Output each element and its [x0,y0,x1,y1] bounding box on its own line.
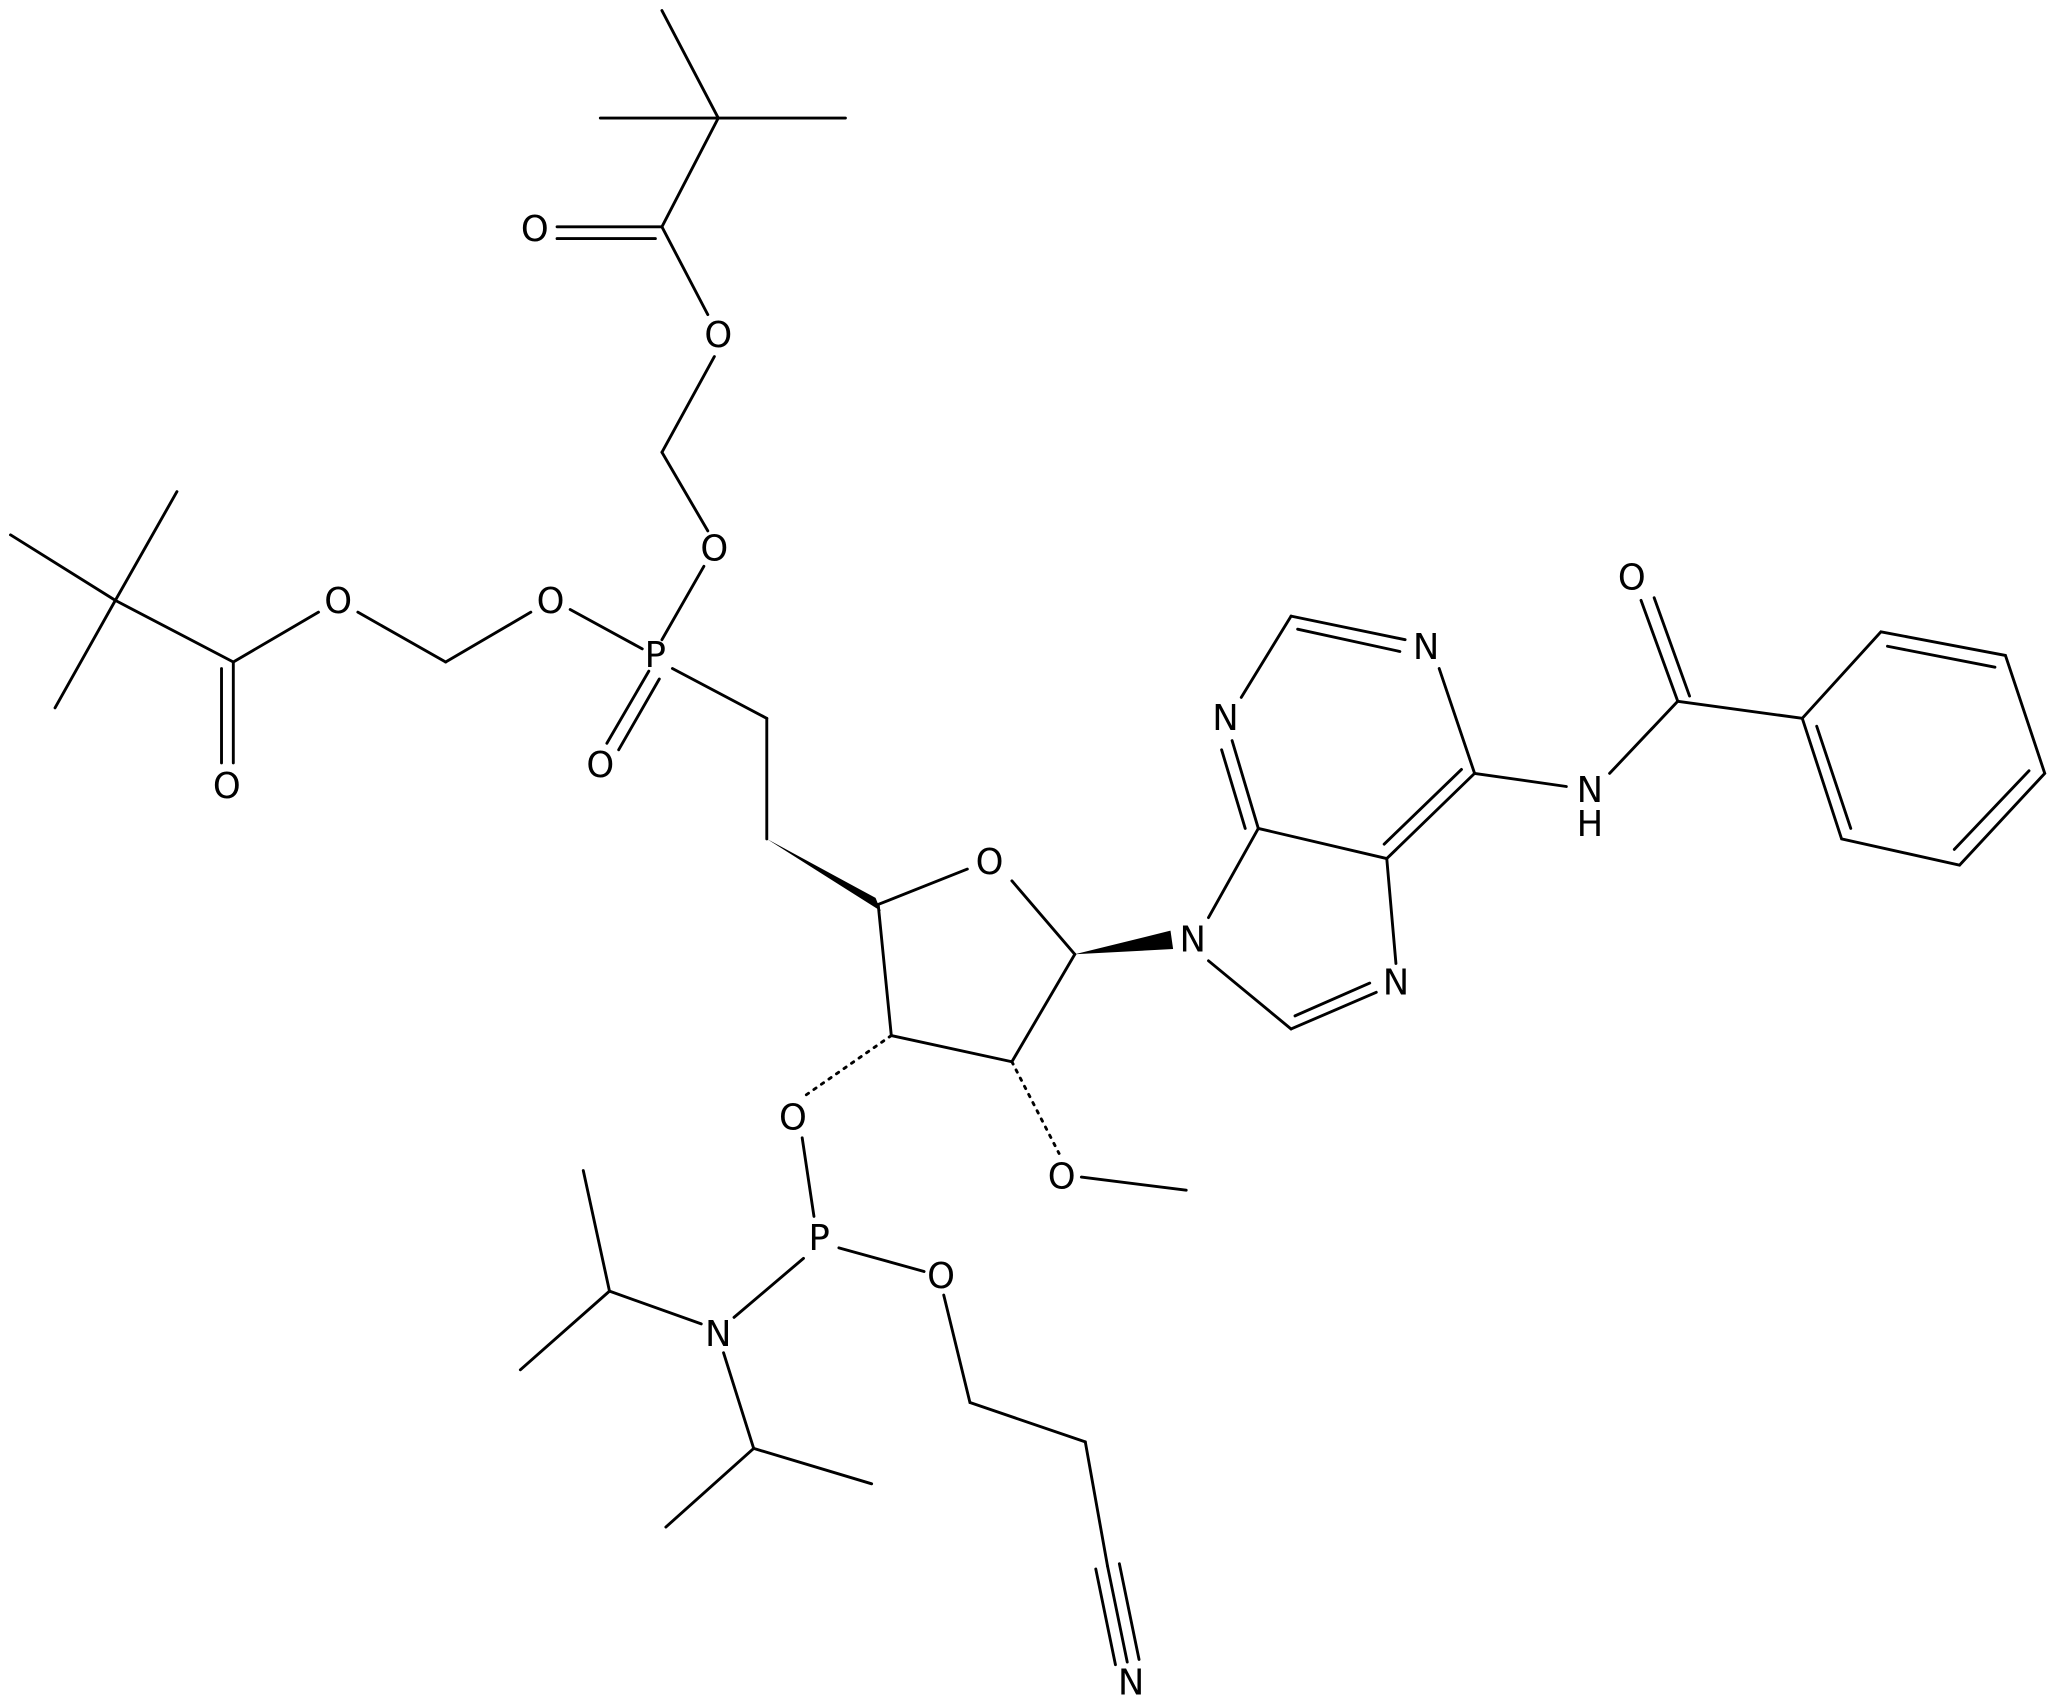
atom-label: P [809,1218,830,1259]
atom-label: N [1383,963,1409,1004]
wedge-bond [766,838,881,912]
atom-label: N [1413,627,1439,668]
atom-label: O [700,529,728,570]
atom-label: N [705,1314,731,1355]
atom-label: O [521,209,549,250]
hash-bond [1010,1060,1061,1155]
atom-label: O [1618,558,1646,599]
atom-label: O [213,766,241,807]
hash-bond [803,1034,893,1098]
atom-label: O [586,745,614,786]
atom-label: O [1048,1157,1076,1198]
atom-labels: O O O O O P O O O N N N H O N N O O P O … [213,209,1646,1704]
atom-label: O [927,1256,955,1297]
bonds [9,9,2047,1667]
atom-label: N [1577,770,1603,811]
atom-label: O [704,315,732,356]
atom-label: N [1212,698,1238,739]
atom-label: P [645,635,666,676]
atom-label: O [537,581,565,622]
atom-label: O [779,1098,807,1139]
atom-label: O [976,842,1004,883]
atom-label: O [324,581,352,622]
wedge-bond [1074,930,1174,955]
atom-label: N [1118,1663,1144,1704]
atom-label: N [1180,919,1206,960]
atom-label: H [1577,804,1604,845]
